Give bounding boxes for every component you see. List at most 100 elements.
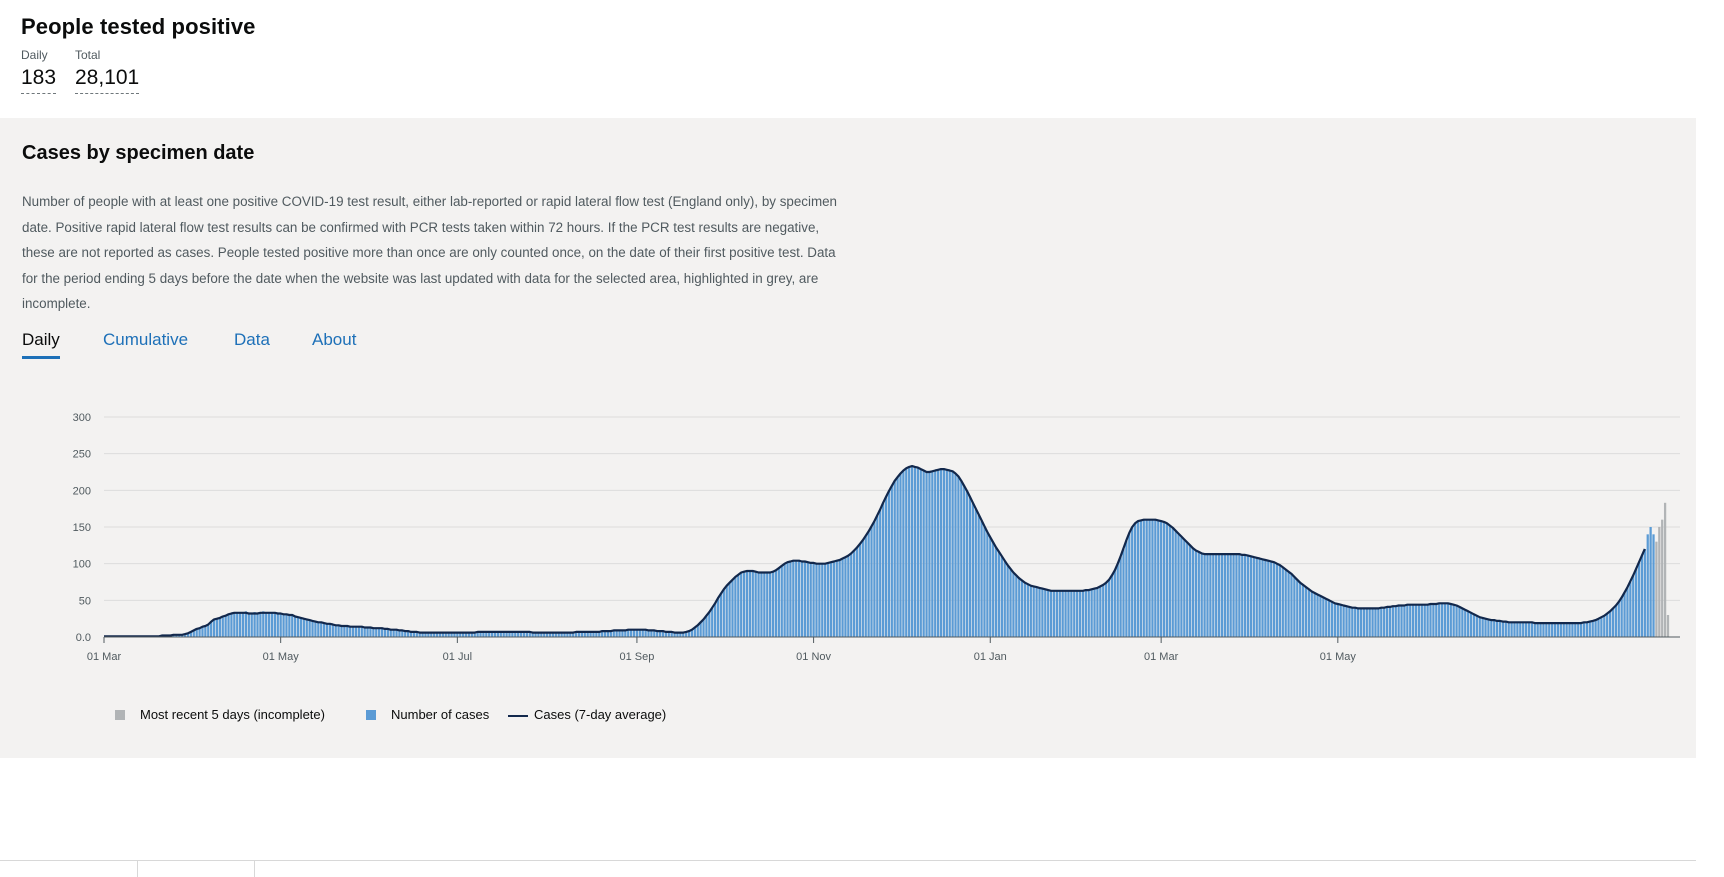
daily-metric: Daily 183 xyxy=(21,48,57,94)
case-bar xyxy=(1058,590,1061,637)
case-bar xyxy=(1417,604,1421,637)
case-bar xyxy=(525,631,528,637)
case-bar xyxy=(1070,590,1073,637)
case-bar xyxy=(1490,620,1493,637)
case-bar xyxy=(1160,521,1163,637)
case-bar xyxy=(1403,605,1406,637)
case-bar xyxy=(945,469,948,637)
case-bar xyxy=(406,631,410,637)
case-bar xyxy=(444,632,447,637)
case-bar xyxy=(427,632,430,637)
case-bar xyxy=(954,473,957,637)
case-bar xyxy=(673,632,676,637)
case-bar xyxy=(505,631,508,637)
case-bar xyxy=(1136,521,1140,637)
tab-data[interactable]: Data xyxy=(234,330,270,349)
case-bar xyxy=(1663,502,1667,637)
case-bar xyxy=(1099,586,1102,637)
case-bar xyxy=(1374,608,1377,637)
case-bar xyxy=(346,626,349,637)
case-bar xyxy=(1562,623,1565,637)
case-bar xyxy=(224,615,227,637)
case-bar xyxy=(879,509,882,637)
case-bar xyxy=(273,612,277,637)
case-bar xyxy=(1333,603,1337,637)
case-bar xyxy=(418,632,421,637)
case-bar xyxy=(679,632,682,637)
case-bar xyxy=(693,627,696,637)
case-bar xyxy=(1522,622,1525,637)
case-bar xyxy=(1188,545,1192,637)
case-bar xyxy=(566,632,569,637)
case-bar xyxy=(881,502,885,637)
tab-about[interactable]: About xyxy=(312,330,357,349)
case-bar xyxy=(279,613,282,637)
case-bar xyxy=(1000,556,1003,637)
case-bar xyxy=(404,631,407,637)
case-bar xyxy=(221,616,224,637)
case-bar xyxy=(1223,554,1226,637)
case-bar xyxy=(725,585,728,637)
case-bar xyxy=(815,563,818,637)
case-bar xyxy=(1029,585,1032,637)
case-bar xyxy=(212,619,216,637)
page-title: People tested positive xyxy=(21,14,256,39)
y-tick-label: 150 xyxy=(73,522,91,534)
case-bar xyxy=(409,631,413,637)
tab-cumulative[interactable]: Cumulative xyxy=(103,330,189,349)
total-value[interactable]: 28,101 xyxy=(75,66,140,94)
case-bar xyxy=(560,632,563,637)
case-bar xyxy=(1600,617,1603,637)
case-bar xyxy=(1128,532,1131,637)
case-bar xyxy=(1325,598,1328,637)
legend-cases: Number of cases xyxy=(366,707,489,722)
case-bar xyxy=(1180,536,1183,637)
case-bar xyxy=(792,560,795,637)
case-bar xyxy=(577,631,581,637)
case-bar xyxy=(769,572,772,637)
legend-cases-swatch xyxy=(366,710,376,720)
case-bar xyxy=(398,630,401,637)
case-bar xyxy=(763,572,766,637)
case-bar xyxy=(1342,605,1345,637)
case-bar xyxy=(1275,563,1279,637)
case-bar xyxy=(957,476,960,637)
cases-chart: 0.0 50 100 150 200 250 300 01 Mar 01 May 01 Jul 01… xyxy=(73,412,1680,663)
case-bar xyxy=(178,634,181,637)
case-bar xyxy=(1284,569,1287,637)
case-bar xyxy=(1212,554,1215,637)
case-bar xyxy=(589,631,592,637)
case-bar xyxy=(311,620,314,637)
case-bar xyxy=(1643,549,1646,637)
tab-daily[interactable]: Daily xyxy=(22,330,60,359)
daily-value[interactable]: 183 xyxy=(21,66,57,94)
case-bar xyxy=(314,621,317,637)
case-bar xyxy=(210,621,213,637)
y-tick-label: 250 xyxy=(73,449,91,461)
case-bar xyxy=(1006,565,1009,637)
x-tick-label: 01 Mar xyxy=(87,651,122,663)
case-bar xyxy=(1310,591,1313,637)
case-bar xyxy=(1183,539,1186,637)
case-bar xyxy=(1429,604,1432,637)
case-bar xyxy=(1498,620,1502,637)
case-bar xyxy=(1116,563,1119,637)
case-bar xyxy=(1139,520,1143,637)
case-bar xyxy=(1119,556,1122,637)
case-bar xyxy=(1519,622,1522,637)
case-bar xyxy=(328,623,332,637)
case-bar xyxy=(951,471,954,637)
case-bar xyxy=(1524,622,1528,637)
case-bar xyxy=(198,628,201,637)
case-bar xyxy=(1304,587,1308,637)
case-bar xyxy=(1220,554,1224,637)
case-bar xyxy=(1264,560,1267,637)
card-title: Cases by specimen date xyxy=(22,142,255,164)
case-bar xyxy=(760,572,763,637)
case-bar xyxy=(493,631,497,637)
case-bar xyxy=(928,472,931,637)
case-bar xyxy=(687,631,691,637)
case-bar xyxy=(1585,622,1589,637)
case-bar xyxy=(395,629,398,637)
case-bar xyxy=(1154,519,1157,637)
